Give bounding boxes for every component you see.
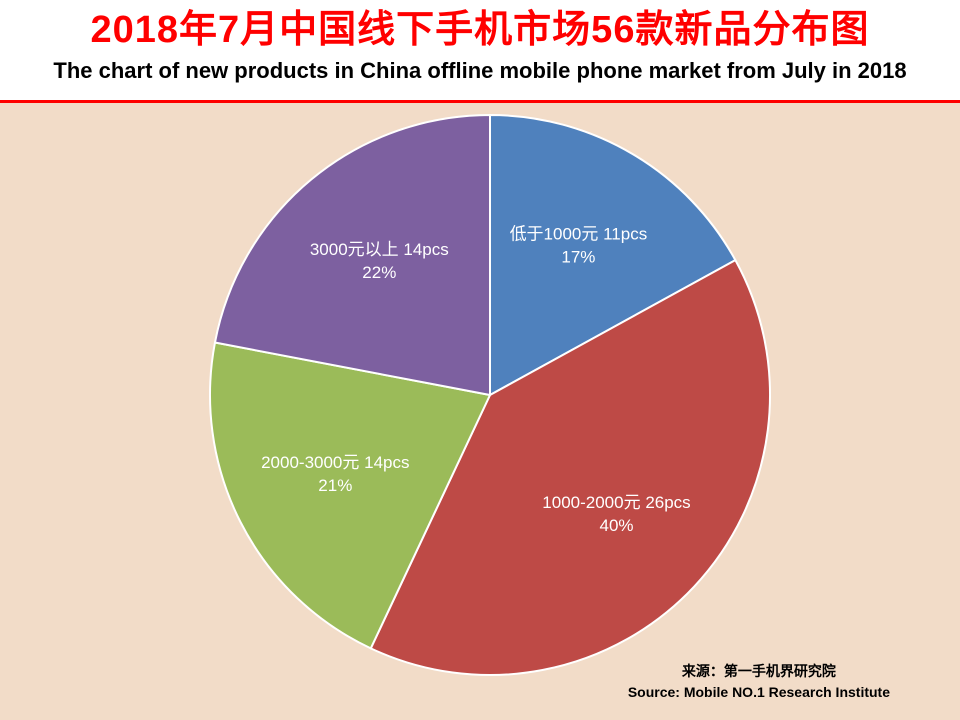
pie-slice-label-3: 2000-3000元 14pcs 21% [261, 453, 409, 495]
pie-slice-label-4: 3000元以上 14pcs 22% [310, 240, 449, 282]
pie-slice-2 [369, 259, 771, 676]
pie-chart: 低于1000元 11pcs 17% 1000-2000元 26pcs 40% 2000-… [209, 114, 771, 676]
source-line-en: Source: Mobile NO.1 Research Institute [627, 683, 890, 700]
pie-slice-label-1: 低于1000元 11pcs 17% [510, 225, 648, 267]
source-attribution: 来源：第一手机界研究院 Source: Mobile NO.1 Research… [628, 661, 890, 702]
page-subtitle: The chart of new products in China offli… [53, 57, 907, 83]
chart-header: 2018年7月中国线下手机市场56款新品分布图 The chart of new… [0, 0, 960, 100]
chart-area: 低于1000元 11pcs 17% 1000-2000元 26pcs 40% 2000-… [0, 103, 960, 720]
red-divider-line [0, 100, 960, 103]
pie-slice-4 [213, 114, 491, 396]
pie-slice-1 [489, 114, 737, 396]
source-line-cn: 来源：第一手机界研究院 [681, 663, 836, 680]
page-title: 2018年7月中国线下手机市场56款新品分布图 [90, 9, 870, 51]
pie-slice-label-2: 1000-2000元 26pcs 40% [542, 493, 690, 535]
pie-slice-3 [209, 341, 491, 650]
